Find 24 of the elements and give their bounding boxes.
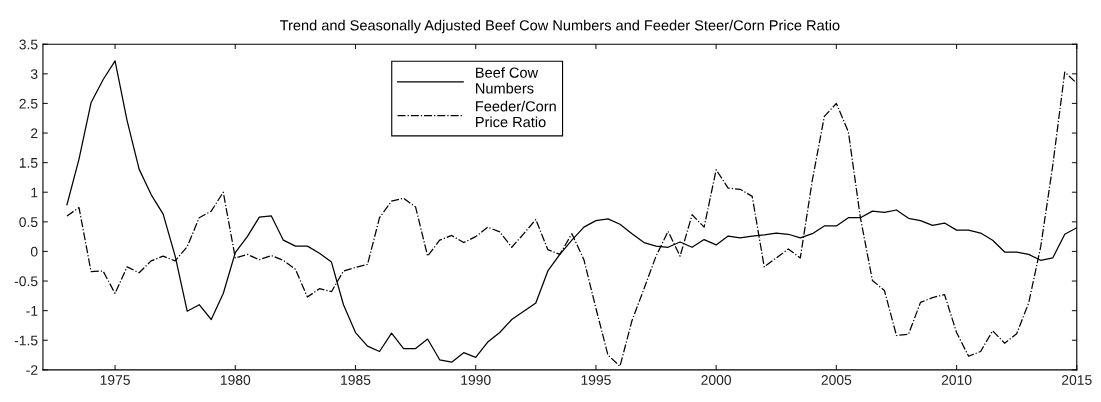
chart-title: Trend and Seasonally Adjusted Beef Cow Numbers and Feeder Steer/Corn Price Ratio <box>280 19 840 34</box>
x-tick-label: 2010 <box>941 375 972 385</box>
x-tick-label: 1985 <box>341 375 371 385</box>
x-tick-label: 1980 <box>220 375 251 385</box>
legend-label: Beef Cow Numbers <box>476 67 539 94</box>
y-tick-label: 2.5 <box>19 98 38 109</box>
y-tick-label: 0 <box>30 246 38 257</box>
y-tick-label: -1 <box>26 306 38 316</box>
y-tick-label: 3 <box>30 69 38 79</box>
x-tick-label: 1995 <box>581 375 611 385</box>
legend-label: Feeder/Corn Price Ratio <box>476 100 556 128</box>
y-tick-label: 0.5 <box>19 217 38 227</box>
x-tick-label: 1975 <box>100 375 130 385</box>
y-tick-label: -1.5 <box>14 335 38 346</box>
x-tick-label: 1990 <box>461 375 491 385</box>
y-tick-label: -2 <box>26 365 38 375</box>
y-tick-label: 1.5 <box>19 158 38 168</box>
y-tick-label: 3.5 <box>19 39 38 50</box>
x-tick-label: 2015 <box>1062 375 1092 385</box>
y-tick-label: -0.5 <box>14 276 38 287</box>
x-tick-label: 2005 <box>821 375 852 385</box>
y-tick-label: 2 <box>31 128 38 139</box>
y-tick-label: 1 <box>31 187 38 198</box>
x-tick-label: 2000 <box>701 375 732 385</box>
